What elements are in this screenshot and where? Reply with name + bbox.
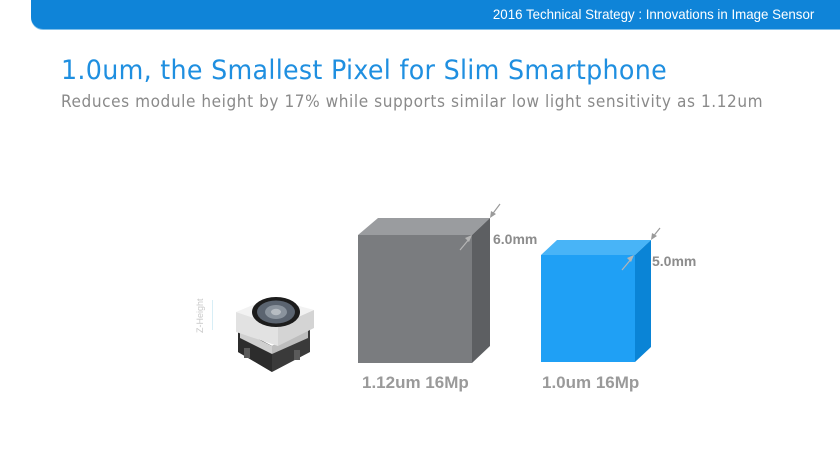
height-label-1-0um: 5.0mm	[652, 253, 697, 269]
header-title: 2016 Technical Strategy : Innovations in…	[492, 6, 814, 22]
slide-title: 1.0um, the Smallest Pixel for Slim Smart…	[61, 55, 668, 86]
z-height-label: Z-Height	[195, 298, 205, 333]
height-label-1-12um: 6.0mm	[493, 231, 538, 247]
caption-1-12um: 1.12um 16Mp	[362, 373, 469, 392]
camera-module-image	[236, 297, 314, 372]
sensor-box-1-12um	[358, 203, 501, 363]
z-height-line	[212, 300, 213, 330]
sensor-box-1-0um	[541, 227, 661, 362]
header-bar: 2016 Technical Strategy : Innovations in…	[31, 0, 840, 29]
slide-subtitle: Reduces module height by 17% while suppo…	[61, 92, 764, 111]
caption-1-0um: 1.0um 16Mp	[542, 373, 640, 392]
